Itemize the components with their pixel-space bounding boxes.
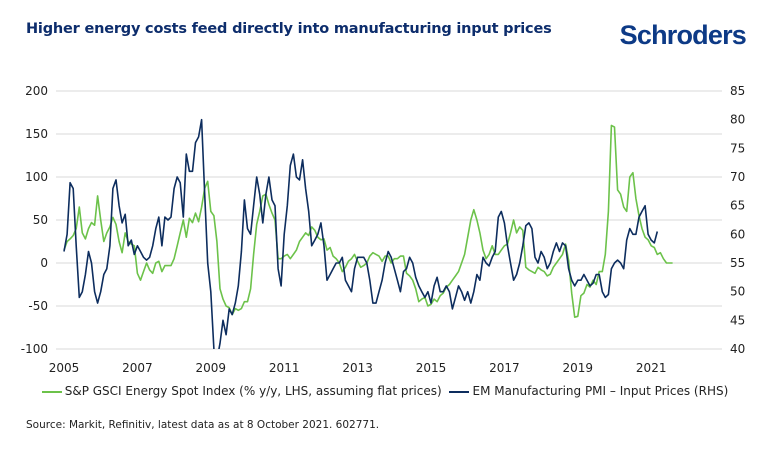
y-right-tick-label: 50	[730, 285, 745, 299]
series-line-em-pmi-input-prices	[63, 118, 659, 349]
legend-item-pmi: EM Manufacturing PMI – Input Prices (RHS…	[449, 384, 728, 398]
source-note: Source: Markit, Refinitiv, latest data a…	[26, 419, 380, 431]
y-axis-left: 200 150 100 50 0 -50 -100	[21, 84, 48, 356]
schroders-logo: Schroders	[619, 20, 747, 50]
legend-label-energy: S&P GSCI Energy Spot Index (% y/y, LHS, …	[64, 384, 442, 398]
legend-item-energy: S&P GSCI Energy Spot Index (% y/y, LHS, …	[41, 384, 442, 398]
y-right-tick-label: 55	[730, 256, 745, 270]
x-tick-label: 2019	[563, 361, 594, 375]
x-tick-label: 2007	[122, 361, 153, 375]
x-axis: 2005 2007 2009 2011 2013 2015 2017 2019 2021	[49, 361, 667, 375]
x-tick-label: 2009	[196, 361, 227, 375]
x-tick-label: 2021	[636, 361, 667, 375]
legend: S&P GSCI Energy Spot Index (% y/y, LHS, …	[0, 384, 770, 398]
x-tick-label: 2015	[416, 361, 447, 375]
y-right-tick-label: 75	[730, 141, 745, 155]
y-right-tick-label: 65	[730, 199, 745, 213]
y-left-tick-label: -50	[28, 299, 48, 313]
legend-label-pmi: EM Manufacturing PMI – Input Prices (RHS…	[472, 384, 729, 398]
y-left-tick-label: 200	[25, 84, 48, 98]
y-left-tick-label: 150	[25, 127, 48, 141]
chart: 200 150 100 50 0 -50 -100 85 80 75 70 65 60 55 50 45 40…	[21, 84, 746, 375]
y-right-tick-label: 60	[730, 227, 745, 241]
y-left-tick-label: 100	[25, 170, 48, 184]
legend-swatch-energy	[41, 390, 62, 393]
y-right-tick-label: 45	[730, 313, 745, 327]
y-right-tick-label: 80	[730, 113, 745, 127]
y-left-tick-label: 50	[33, 213, 48, 227]
y-right-tick-label: 40	[730, 342, 745, 356]
x-tick-label: 2017	[489, 361, 520, 375]
y-axis-right: 85 80 75 70 65 60 55 50 45 40	[730, 84, 745, 356]
x-tick-label: 2005	[49, 361, 80, 375]
y-right-tick-label: 85	[730, 84, 745, 98]
y-right-tick-label: 70	[730, 170, 745, 184]
y-left-tick-label: 0	[40, 256, 48, 270]
series-layer	[63, 118, 673, 349]
legend-swatch-pmi	[449, 390, 470, 393]
y-left-tick-label: -100	[21, 342, 48, 356]
series-line-energy-index	[63, 124, 673, 319]
x-tick-label: 2011	[269, 361, 300, 375]
x-tick-label: 2013	[342, 361, 373, 375]
gridlines	[56, 90, 722, 350]
chart-title: Higher energy costs feed directly into m…	[26, 21, 552, 37]
